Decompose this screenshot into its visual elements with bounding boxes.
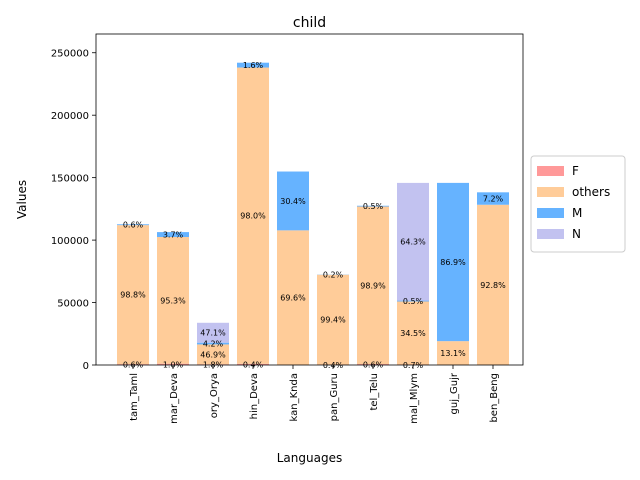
bar-label-others-ben_Beng: 92.8% [480,281,506,290]
bar-segment-M-ben_Beng [477,192,509,205]
y-axis: 0 50000 100000 150000 200000 250000 [51,49,96,372]
x-tick-label-mar_Deva: mar_Deva [169,373,180,424]
legend-box [530,155,626,253]
bar-label-M-mal_Mlym: 0.5% [403,297,424,306]
bar-segment-M-tam_Taml [117,224,149,226]
bar-segment-M-mal_Mlym [397,300,429,302]
bar-segment-others-pan_Guru [317,274,349,365]
legend-swatch-F [537,166,564,176]
x-tick-label-mal_Mlym: mal_Mlym [409,373,420,424]
x-axis: tam_Taml mar_Deva ory_Orya hin_Deva kan_Knda… [129,365,500,424]
y-tick-label-200000: 200000 [51,111,89,122]
bar-label-others-pan_Guru: 99.4% [320,316,346,325]
bar-segment-M-kan_Knda [277,171,309,231]
bar-segment-N-mal_Mlym [397,182,429,301]
bar-label-M-tel_Telu: 0.5% [363,202,384,211]
bar-label-M-guj_Gujr: 86.9% [440,258,466,267]
bar-label-M-pan_Guru: 0.2% [323,271,344,280]
bar-segment-M-tel_Telu [357,205,389,207]
bar-label-others-mar_Deva: 95.3% [160,296,186,305]
bar-segment-F-hin_Deva [237,363,269,365]
x-tick-label-pan_Guru: pan_Guru [329,373,340,421]
y-tick-label-0: 0 [83,361,89,372]
bar-label-others-tel_Telu: 98.9% [360,281,386,290]
legend-swatch-N [537,229,564,239]
bar-segment-others-mar_Deva [157,237,189,364]
bar-label-N-ory_Orya: 47.1% [200,329,226,338]
bar-segment-others-guj_Gujr [437,341,469,365]
y-tick-label-250000: 250000 [51,49,89,60]
x-tick-label-tam_Taml: tam_Taml [129,373,140,421]
bar-label-M-ben_Beng: 7.2% [483,195,504,204]
x-tick-label-kan_Knda: kan_Knda [289,373,300,421]
y-tick-label-100000: 100000 [51,236,89,247]
x-tick-label-ben_Beng: ben_Beng [489,373,500,423]
bar-label-others-guj_Gujr: 13.1% [440,349,466,358]
bar-segment-others-mal_Mlym [397,301,429,365]
legend-swatch-M [537,208,564,218]
bar-segment-F-tel_Telu [357,364,389,365]
bar-segment-N-ory_Orya [197,322,229,343]
bar-segment-F-tam_Taml [117,364,149,365]
bars-layer [117,62,509,365]
x-axis-label: Languages [277,451,342,465]
bar-segment-others-tel_Telu [357,206,389,365]
x-tick-label-ory_Orya: ory_Orya [209,373,220,418]
legend-swatch-others [537,187,564,197]
legend-label-N: N [572,227,581,241]
bar-label-M-hin_Deva: 1.6% [243,61,264,70]
bar-segment-M-ory_Orya [197,342,229,345]
legend-label-F: F [572,164,579,178]
bar-segment-M-mar_Deva [157,232,189,238]
bar-segment-F-mar_Deva [157,363,189,365]
bar-segment-others-kan_Knda [277,230,309,365]
y-tick-label-150000: 150000 [51,174,89,185]
plot-frame [95,33,524,366]
bar-label-others-hin_Deva: 98.0% [240,212,266,221]
legend-label-M: M [572,206,582,220]
bar-segment-others-ben_Beng [477,204,509,365]
x-tick-label-guj_Gujr: guj_Gujr [449,372,460,414]
y-tick-label-50000: 50000 [57,299,89,310]
bar-label-others-mal_Mlym: 34.5% [400,329,426,338]
bar-label-M-kan_Knda: 30.4% [280,197,306,206]
bar-label-others-ory_Orya: 46.9% [200,350,226,359]
bar-segment-M-guj_Gujr [437,182,469,342]
bar-label-others-kan_Knda: 69.6% [280,294,306,303]
bar-segment-others-tam_Taml [117,225,149,365]
bar-label-N-mal_Mlym: 64.3% [400,238,426,247]
chart-title: child [293,15,326,31]
bar-label-others-tam_Taml: 98.8% [120,291,146,300]
bar-segment-others-hin_Deva [237,67,269,364]
bar-label-M-tam_Taml: 0.6% [123,221,144,230]
bar-segment-others-ory_Orya [197,344,229,365]
legend-label-others: others [572,185,610,199]
x-tick-label-tel_Telu: tel_Telu [369,373,380,411]
x-tick-label-hin_Deva: hin_Deva [249,373,260,419]
bar-segment-M-hin_Deva [237,62,269,68]
bar-label-M-ory_Orya: 4.2% [203,340,224,349]
y-axis-label: Values [15,180,29,219]
bar-label-M-mar_Deva: 3.7% [163,231,184,240]
